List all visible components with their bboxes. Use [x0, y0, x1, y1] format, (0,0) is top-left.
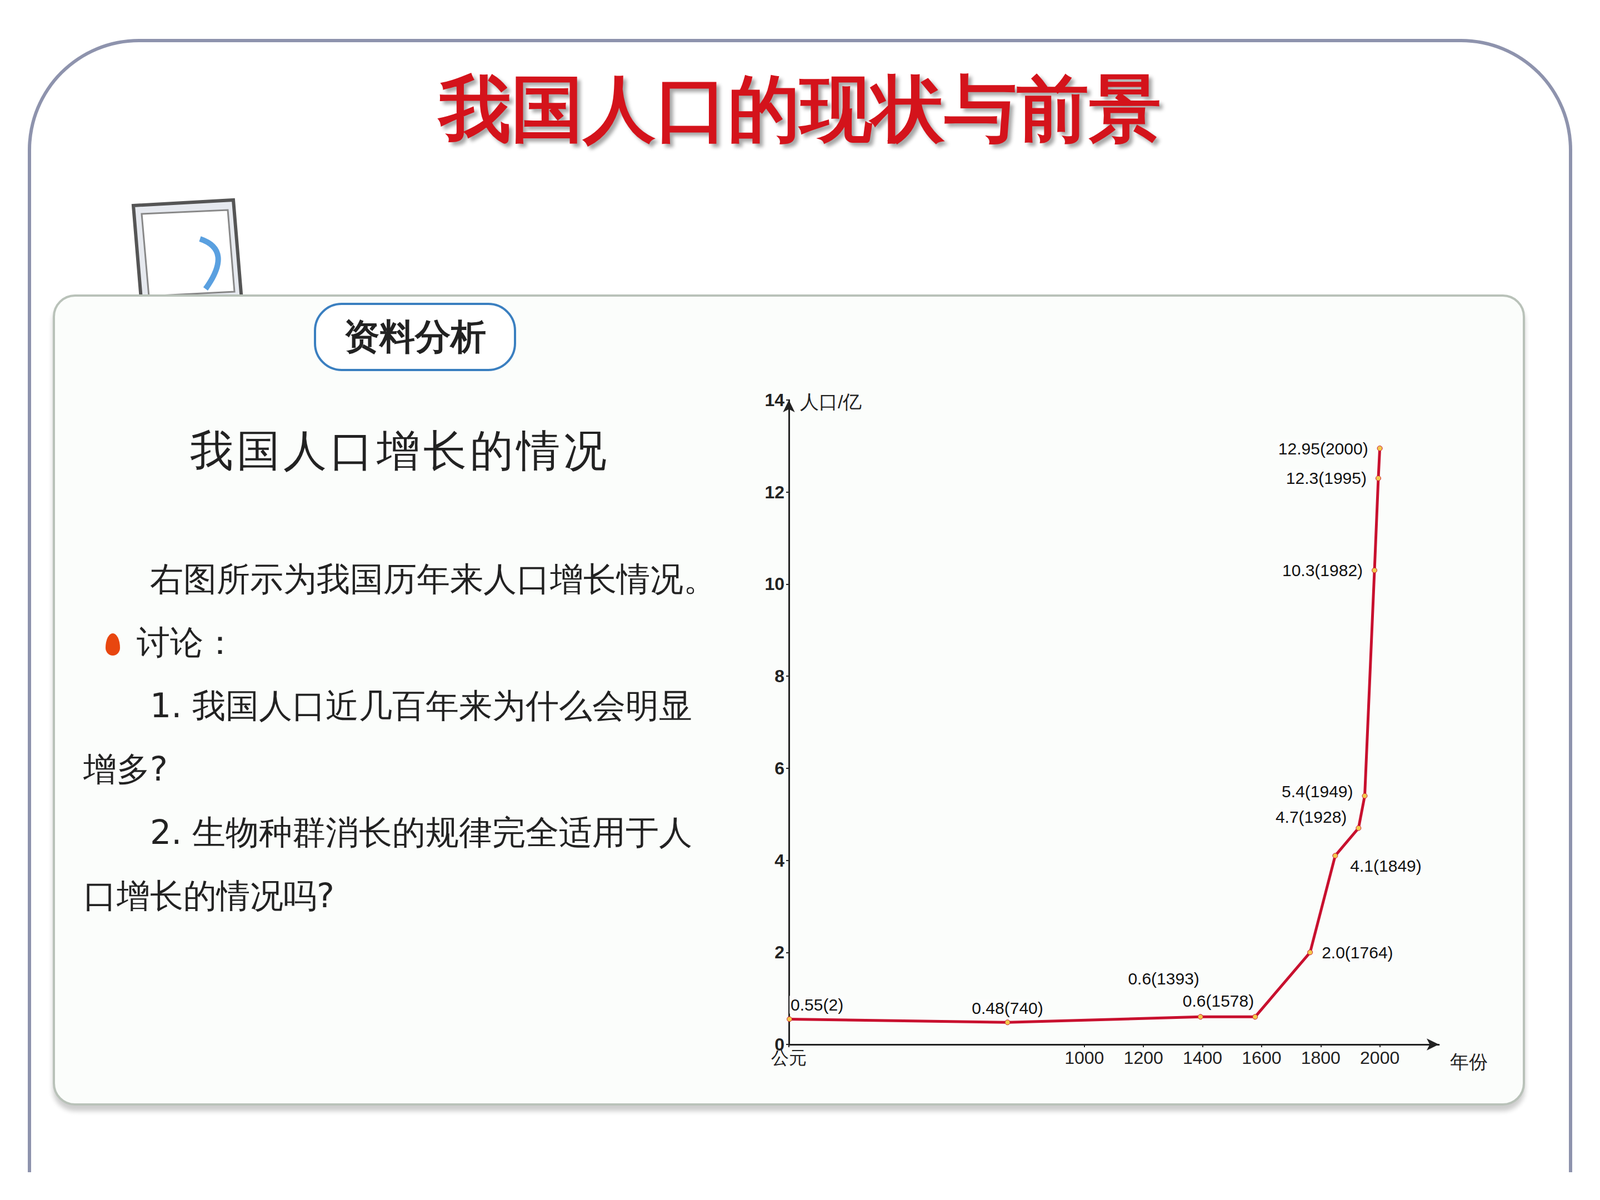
svg-text:1400: 1400 — [1182, 1047, 1223, 1068]
svg-text:2000: 2000 — [1360, 1047, 1400, 1068]
html-text:讨论：: 讨论： — [136, 622, 237, 662]
svg-text:4.1(1849): 4.1(1849) — [1350, 856, 1422, 875]
html-text:右图所示为我国历年来人口增长情况。: 右图所示为我国历年来人口增长情况。 — [150, 559, 717, 599]
html-text:资料分析: 资料分析 — [343, 316, 487, 358]
svg-text:4: 4 — [774, 850, 785, 871]
svg-text:6: 6 — [774, 758, 785, 779]
svg-text:1800: 1800 — [1301, 1047, 1341, 1068]
svg-text:1200: 1200 — [1123, 1047, 1164, 1068]
svg-text:0.6(1393): 0.6(1393) — [1127, 969, 1199, 988]
svg-text:10: 10 — [764, 573, 785, 594]
svg-text:0: 0 — [774, 1034, 785, 1055]
svg-text:2: 2 — [774, 942, 785, 963]
svg-text:12: 12 — [764, 482, 785, 503]
svg-text:0.48(740): 0.48(740) — [971, 998, 1043, 1018]
svg-text:2.0(1764): 2.0(1764) — [1321, 943, 1393, 962]
svg-text:1000: 1000 — [1064, 1047, 1104, 1068]
html-text:我国人口的现状与前景: 我国人口的现状与前景 — [438, 66, 1162, 152]
html-text:1. 我国人口近几百年来为什么会明显增多?: 1. 我国人口近几百年来为什么会明显增多? — [83, 686, 693, 789]
svg-text:5.4(1949): 5.4(1949) — [1281, 782, 1353, 801]
svg-text:4.7(1928): 4.7(1928) — [1275, 807, 1347, 827]
svg-text:公元: 公元 — [771, 1047, 807, 1068]
svg-text:12.95(2000): 12.95(2000) — [1278, 439, 1369, 458]
svg-text:人口/亿: 人口/亿 — [800, 391, 862, 413]
svg-text:0.55(2): 0.55(2) — [790, 995, 844, 1014]
svg-text:10.3(1982): 10.3(1982) — [1282, 561, 1363, 580]
svg-text:1600: 1600 — [1241, 1047, 1282, 1068]
html-text:我国人口增长的情况: 我国人口增长的情况 — [190, 425, 610, 476]
svg-text:14: 14 — [764, 390, 785, 410]
svg-text:年份: 年份 — [1450, 1051, 1488, 1073]
svg-text:0.6(1578): 0.6(1578) — [1182, 991, 1254, 1010]
html-text:2. 生物种群消长的规律完全适用于人口增长的情况吗?: 2. 生物种群消长的规律完全适用于人口增长的情况吗? — [83, 812, 693, 915]
svg-text:8: 8 — [774, 666, 785, 687]
svg-text:12.3(1995): 12.3(1995) — [1286, 468, 1367, 488]
